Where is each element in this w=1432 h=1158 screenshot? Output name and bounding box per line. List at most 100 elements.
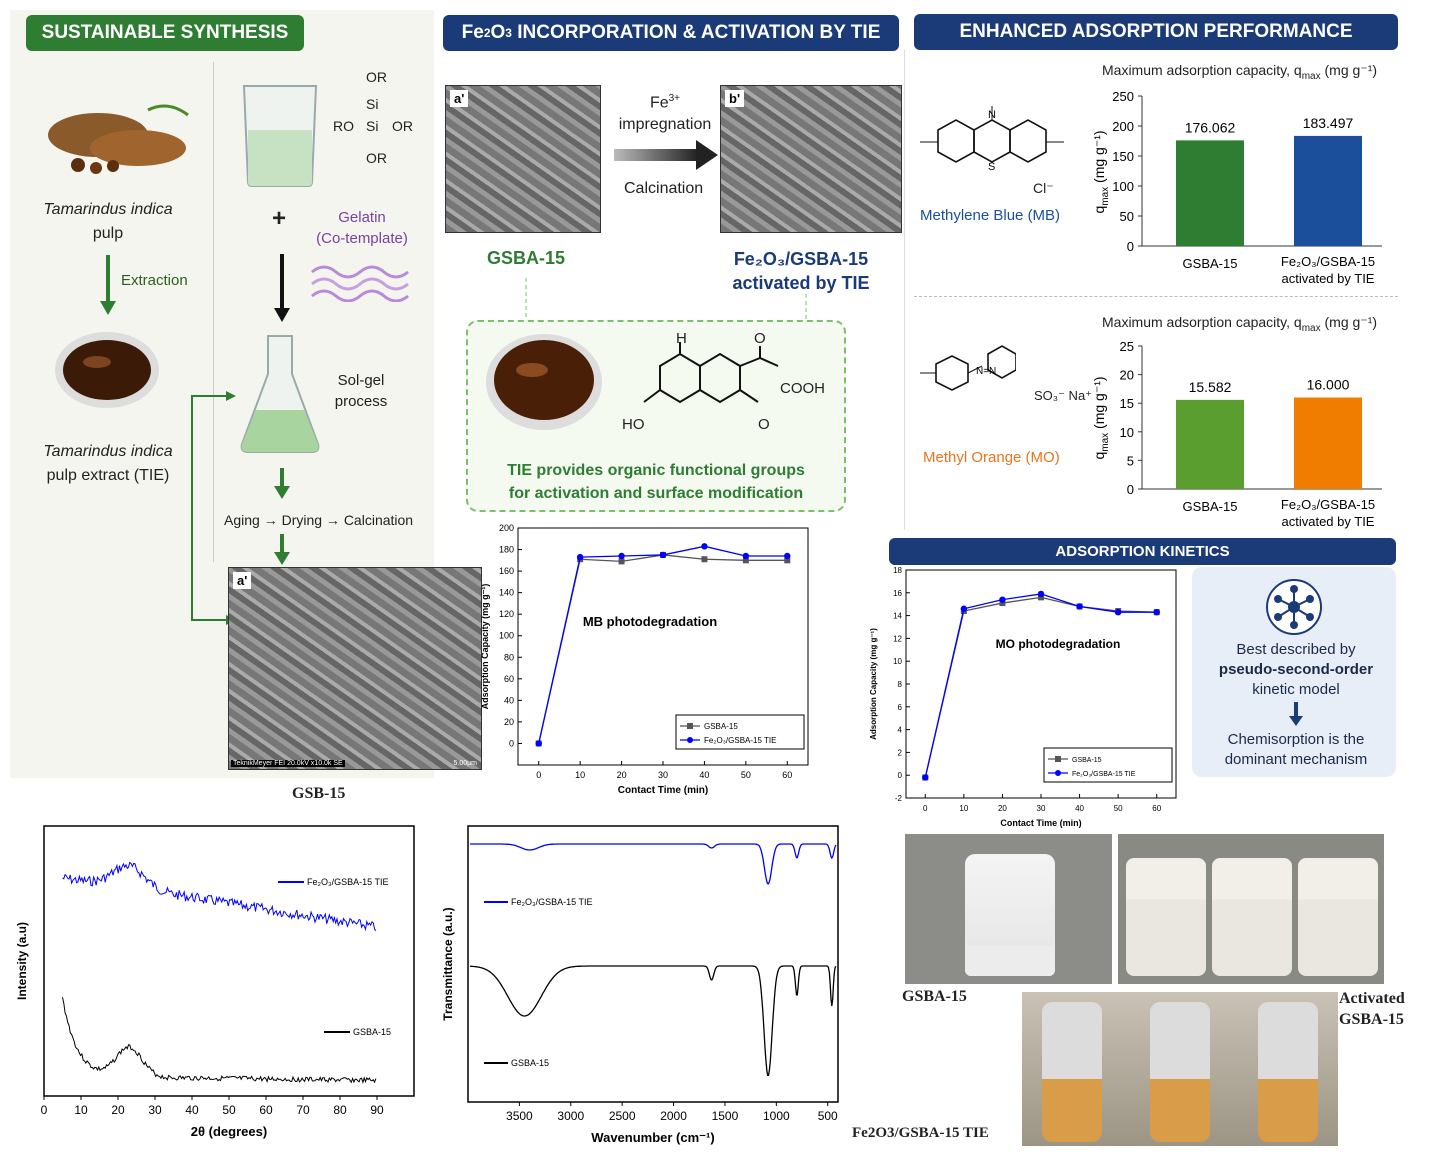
kinetics-line5: dominant mechanism — [1224, 751, 1368, 768]
data-point — [960, 605, 968, 612]
legend-label: GSBA-15 — [704, 722, 738, 731]
activated-jar-2 — [1212, 858, 1292, 976]
bar-value-label: 176.062 — [1185, 119, 1236, 135]
legend-label: GSBA-15 — [1072, 757, 1102, 764]
data-point — [535, 740, 542, 747]
impregnation-label: Fe3+ impregnation — [605, 88, 725, 136]
x-tick-label: 60 — [1152, 804, 1161, 813]
kinetics-line4: Chemisorption is the — [1227, 731, 1365, 748]
kinetics-line3: kinetic model — [1252, 681, 1340, 698]
solgel-line1: Sol-gel — [337, 372, 385, 389]
mb-bar-title-unit: (mg g⁻¹) — [1320, 62, 1378, 78]
silica-si1: Si — [366, 96, 379, 112]
activated-photo — [1118, 834, 1384, 984]
silica-ro: RO — [333, 118, 354, 134]
y-axis-label: Intensity (a.u) — [15, 922, 29, 1000]
gsb-sem-caption: TeknikMeyer FEI 20.0kV x10.0k SE — [231, 760, 345, 767]
adsorption-panel-divider — [914, 296, 1398, 297]
x-tick-label: 50 — [1114, 804, 1123, 813]
adsorption-panel-border — [904, 50, 905, 530]
y-tick-label: 8 — [898, 680, 903, 689]
y-tick-label: 160 — [499, 566, 514, 576]
data-point — [576, 553, 584, 561]
x-axis-label: Contact Time (min) — [618, 785, 708, 795]
gsb-sem-scale: 5.00µm — [453, 760, 478, 767]
gsba-15-label: GSBA-15 — [487, 248, 566, 268]
tie-description-line1: TIE provides organic functional groups — [507, 462, 805, 479]
gsba-sem-label: a' — [450, 90, 469, 107]
bar — [1176, 399, 1244, 489]
plot-frame — [467, 825, 839, 1103]
x-tick-label: 2000 — [660, 1109, 687, 1123]
svg-text:N=N: N=N — [976, 366, 996, 377]
x-tick-label: 10 — [575, 770, 585, 780]
x-tick-label: 10 — [74, 1103, 88, 1117]
extract-bowl-icon — [52, 330, 162, 420]
data-point — [1038, 594, 1044, 601]
bar-value-label: 183.497 — [1303, 115, 1354, 131]
connector-lines — [520, 278, 820, 322]
extraction-label: Extraction — [121, 272, 188, 289]
y-axis-label: Adsorption Capacity (mg g⁻¹) — [482, 584, 490, 710]
kinetics-line2: pseudo-second-order — [1218, 661, 1374, 678]
mb-bar-title-text: Maximum adsorption capacity, q — [1102, 62, 1302, 78]
x-tick-label: 60 — [782, 770, 792, 780]
bar — [1176, 140, 1244, 246]
data-point — [618, 558, 625, 565]
tie-description-line2: for activation and surface modification — [508, 485, 804, 502]
x-tick-label: 40 — [1075, 804, 1084, 813]
legend-marker — [1055, 756, 1061, 762]
y-tick-label: 12 — [893, 634, 902, 643]
synthesis-header-text: SUSTAINABLE SYNTHESIS — [41, 22, 289, 43]
bar-value-label: 16.000 — [1307, 376, 1350, 392]
kinetics-text: Best described by pseudo-second-order ki… — [1196, 640, 1396, 770]
activated-photo-caption: Activated GSBA-15 — [1339, 988, 1405, 1030]
y-tick-label: -2 — [895, 794, 903, 803]
data-point — [618, 552, 625, 560]
legend-box — [675, 714, 805, 750]
x-tick-label: 30 — [658, 770, 668, 780]
fe-gsba-label-line1: Fe₂O₃/GSBA-15 — [733, 249, 869, 269]
data-point — [659, 551, 667, 559]
legend-label: GSBA-15 — [353, 1027, 391, 1037]
incorporation-header-text: INCORPORATION & ACTIVATION BY TIE — [517, 22, 881, 43]
mo-dye-name: Methyl Orange (MO) — [923, 449, 1060, 466]
data-point — [784, 552, 791, 560]
mol-h: H — [676, 330, 687, 347]
x-tick-label: 0 — [41, 1103, 48, 1117]
y-tick-label: 140 — [499, 588, 514, 598]
tie-description: TIE provides organic functional groups f… — [470, 459, 842, 505]
mol-o1: O — [754, 330, 766, 347]
tamarind-label-line1: Tamarindus indica — [43, 201, 173, 218]
x-axis-label: Contact Time (min) — [1000, 818, 1081, 828]
flask-icon — [240, 334, 320, 454]
x-tick-label: 40 — [185, 1103, 199, 1117]
series-line — [62, 997, 377, 1085]
y-tick-label: 5 — [1127, 453, 1134, 468]
y-tick-label: 0 — [1127, 482, 1134, 497]
tamarind-label-line2: pulp — [92, 225, 124, 242]
mo-so3: SO₃⁻ Na⁺ — [1034, 388, 1093, 403]
series-line — [470, 843, 837, 885]
silica-or-bottom: OR — [366, 150, 387, 166]
gsb-sem-label: a' — [233, 572, 252, 589]
legend-label: Fe₂O₃/GSBA-15 TIE — [307, 877, 389, 887]
x-tick-label: 70 — [296, 1103, 310, 1117]
cotemplate-text: (Co-template) — [316, 230, 408, 247]
down-arrow-icon — [1196, 700, 1396, 730]
y-tick-label: 100 — [1112, 179, 1134, 194]
fe-vial-3 — [1258, 1002, 1318, 1142]
gelatin-wave-icon — [310, 262, 410, 303]
x-category-label: GSBA-15 — [1183, 256, 1238, 271]
activated-caption-line2: GSBA-15 — [1339, 1011, 1404, 1028]
x-tick-label: 60 — [259, 1103, 273, 1117]
gsb-caption: GSB-15 — [292, 785, 346, 802]
mo-kinetics-chart: 0 10 20 30 40 50 60 -2 0 2 4 6 8 10 12 14 16 18 Contact Ti… — [866, 564, 1184, 838]
x-tick-label: 500 — [818, 1109, 838, 1123]
mol-o2: O — [758, 416, 770, 433]
mo-bar-chart: 0 5 10 15 20 25 15.582 16.000 GSBA-15 Fe₂O₃/GSBA-… — [1060, 330, 1400, 535]
mo-bar-title-text: Maximum adsorption capacity, q — [1102, 314, 1302, 330]
y-tick-label: 40 — [504, 695, 514, 705]
legend-box — [1043, 747, 1173, 783]
